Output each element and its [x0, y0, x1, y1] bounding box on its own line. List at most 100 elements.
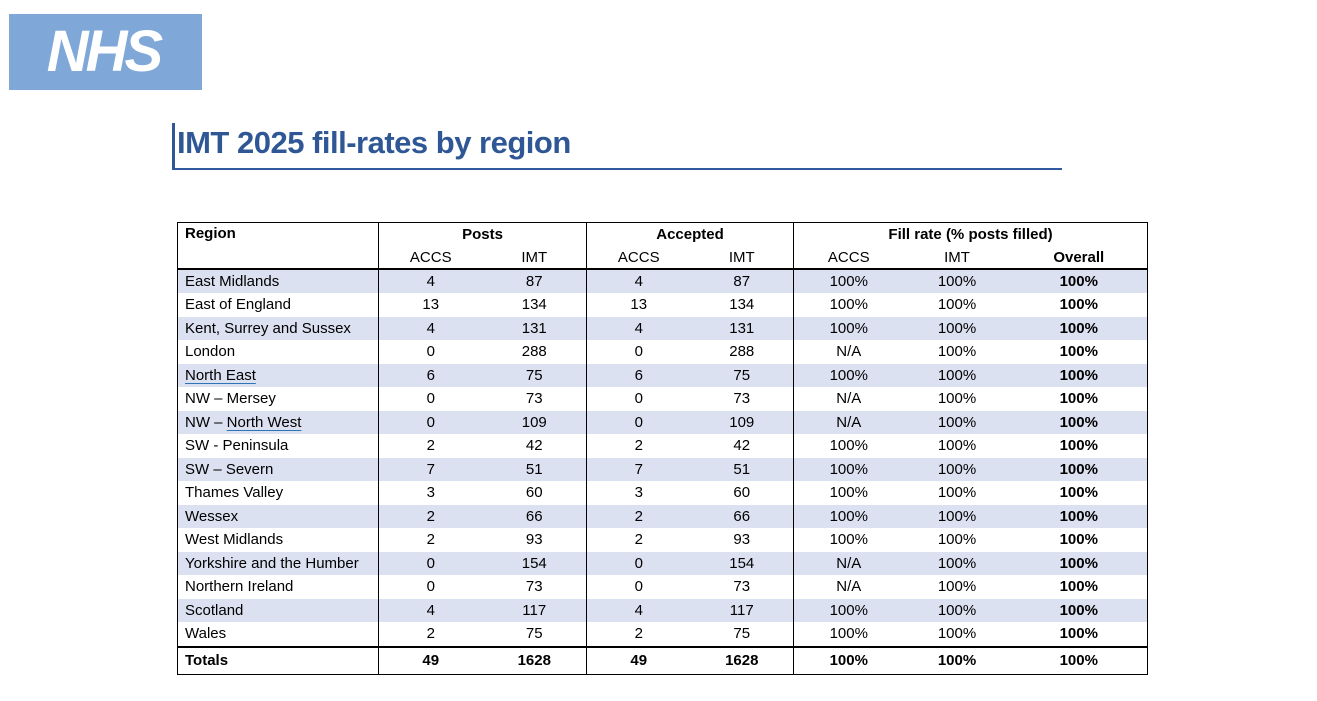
accepted-accs-cell: 4 — [586, 598, 691, 622]
posts-accs-cell: 0 — [378, 575, 483, 599]
region-cell: London — [178, 340, 379, 364]
accepted-imt-cell: 134 — [729, 296, 755, 313]
posts-imt-cell: 154 — [521, 554, 547, 572]
fill-accs-cell: 100% — [793, 504, 904, 528]
table-footer: Totals 49 1628 49 1628 100% 100% 100% — [177, 646, 1148, 674]
accepted-accs-cell: 13 — [586, 293, 691, 317]
fill-imt-cell: 100% — [937, 460, 977, 478]
accepted-imt-cell: 75 — [733, 625, 751, 642]
posts-imt-cell: 73 — [525, 390, 543, 407]
posts-accs-cell: 2 — [378, 434, 483, 458]
nhs-logo: NHS — [9, 14, 202, 90]
table-header: Region Posts Accepted Fill rate (% posts… — [177, 222, 1148, 269]
posts-imt-cell: 75 — [525, 625, 543, 642]
totals-accepted-imt: 1628 — [725, 651, 759, 669]
fill-accs-cell: 100% — [793, 293, 904, 317]
region-text: Wessex — [185, 507, 239, 525]
subheader-posts-accs: ACCS — [378, 246, 483, 269]
fill-imt-cell: 100% — [937, 578, 977, 595]
region-cell: East Midlands — [178, 269, 379, 294]
fill-overall-cell: 100% — [1059, 531, 1098, 548]
accepted-accs-cell: 0 — [586, 340, 691, 364]
posts-imt-cell: 87 — [525, 272, 543, 290]
table-row: Thames Valley 3 60 3 60 100% 100% 100% — [178, 481, 1148, 505]
accepted-accs-cell: 2 — [586, 622, 691, 647]
fill-imt-cell: 100% — [937, 319, 977, 337]
totals-fill-imt: 100% — [937, 651, 977, 669]
fill-overall-cell: 100% — [1059, 437, 1098, 454]
region-text: East Midlands — [185, 272, 280, 290]
fill-overall-cell: 100% — [1059, 578, 1098, 595]
fill-imt-cell: 100% — [937, 437, 977, 454]
fill-overall-cell: 100% — [1059, 296, 1098, 313]
accepted-imt-cell: 73 — [733, 578, 751, 595]
region-text: NW – — [185, 413, 227, 431]
subheader-fill-overall: Overall — [1053, 248, 1105, 266]
fill-rates-table: Region Posts Accepted Fill rate (% posts… — [177, 222, 1149, 675]
region-text: East of England — [185, 296, 291, 313]
table-row: North East 6 75 6 75 100% 100% 100% — [177, 363, 1148, 387]
posts-accs-cell: 3 — [378, 481, 483, 505]
region-cell: West Midlands — [178, 528, 379, 552]
table-row: Wessex 2 66 2 66 100% 100% 100% — [177, 504, 1148, 529]
header-accepted: Accepted — [586, 222, 794, 247]
accepted-accs-cell: 7 — [586, 457, 691, 481]
fill-accs-cell: 100% — [793, 363, 904, 387]
posts-imt-cell: 60 — [525, 484, 543, 501]
fill-accs-cell: N/A — [793, 387, 904, 411]
totals-fill-accs: 100% — [793, 646, 904, 674]
accepted-accs-cell: 0 — [586, 410, 691, 434]
fill-accs-cell: 100% — [793, 434, 904, 458]
fill-overall-cell: 100% — [1059, 272, 1098, 290]
region-text: London — [185, 343, 236, 360]
accepted-imt-cell: 131 — [729, 319, 755, 337]
subheader-fill-imt: IMT — [944, 248, 970, 266]
totals-accepted-accs: 49 — [586, 646, 691, 674]
posts-accs-cell: 0 — [378, 410, 483, 434]
posts-accs-cell: 2 — [378, 528, 483, 552]
header-region: Region — [185, 225, 236, 242]
accepted-imt-cell: 109 — [729, 413, 755, 431]
posts-imt-cell: 42 — [525, 437, 543, 454]
posts-imt-cell: 73 — [525, 578, 543, 595]
table-row: East Midlands 4 87 4 87 100% 100% 100% — [177, 268, 1148, 294]
region-text: NW – Mersey — [185, 390, 276, 407]
fill-imt-cell: 100% — [937, 625, 977, 642]
posts-imt-cell: 51 — [525, 460, 543, 478]
posts-imt-cell: 288 — [521, 343, 547, 360]
fill-imt-cell: 100% — [937, 531, 977, 548]
region-cell: SW – Severn — [178, 458, 379, 482]
accepted-imt-cell: 60 — [733, 484, 751, 501]
accepted-imt-cell: 154 — [729, 554, 755, 572]
region-text: SW – Severn — [185, 460, 274, 478]
accepted-accs-cell: 2 — [586, 528, 691, 552]
region-cell: NW – Mersey — [178, 387, 379, 411]
posts-accs-cell: 0 — [378, 551, 483, 575]
posts-accs-cell: 4 — [378, 268, 483, 293]
fill-overall-cell: 100% — [1059, 343, 1098, 360]
accepted-accs-cell: 4 — [586, 316, 691, 340]
accepted-imt-cell: 66 — [733, 507, 751, 525]
region-link[interactable]: North West — [226, 413, 302, 431]
accepted-accs-cell: 6 — [586, 363, 691, 387]
fill-imt-cell: 100% — [937, 272, 977, 290]
table-row: Northern Ireland 0 73 0 73 N/A 100% 100% — [178, 575, 1148, 599]
region-link[interactable]: North East — [185, 366, 256, 384]
fill-overall-cell: 100% — [1059, 460, 1098, 478]
accepted-accs-cell: 0 — [586, 551, 691, 575]
posts-accs-cell: 2 — [378, 504, 483, 528]
fill-imt-cell: 100% — [937, 507, 977, 525]
region-cell: Wessex — [178, 505, 379, 529]
subheader-fill-accs: ACCS — [793, 246, 904, 269]
fill-accs-cell: 100% — [793, 457, 904, 481]
table-row: SW – Severn 7 51 7 51 100% 100% 100% — [177, 457, 1148, 482]
posts-accs-cell: 7 — [378, 457, 483, 481]
region-text: Wales — [185, 625, 227, 642]
accepted-accs-cell: 3 — [586, 481, 691, 505]
region-text: Northern Ireland — [185, 578, 294, 595]
table-row: London 0 288 0 288 N/A 100% 100% — [178, 340, 1148, 364]
accepted-imt-cell: 87 — [733, 272, 751, 290]
subheader-posts-imt: IMT — [521, 248, 548, 266]
table-row: East of England 13 134 13 134 100% 100% … — [178, 293, 1148, 317]
fill-accs-cell: 100% — [793, 268, 904, 293]
